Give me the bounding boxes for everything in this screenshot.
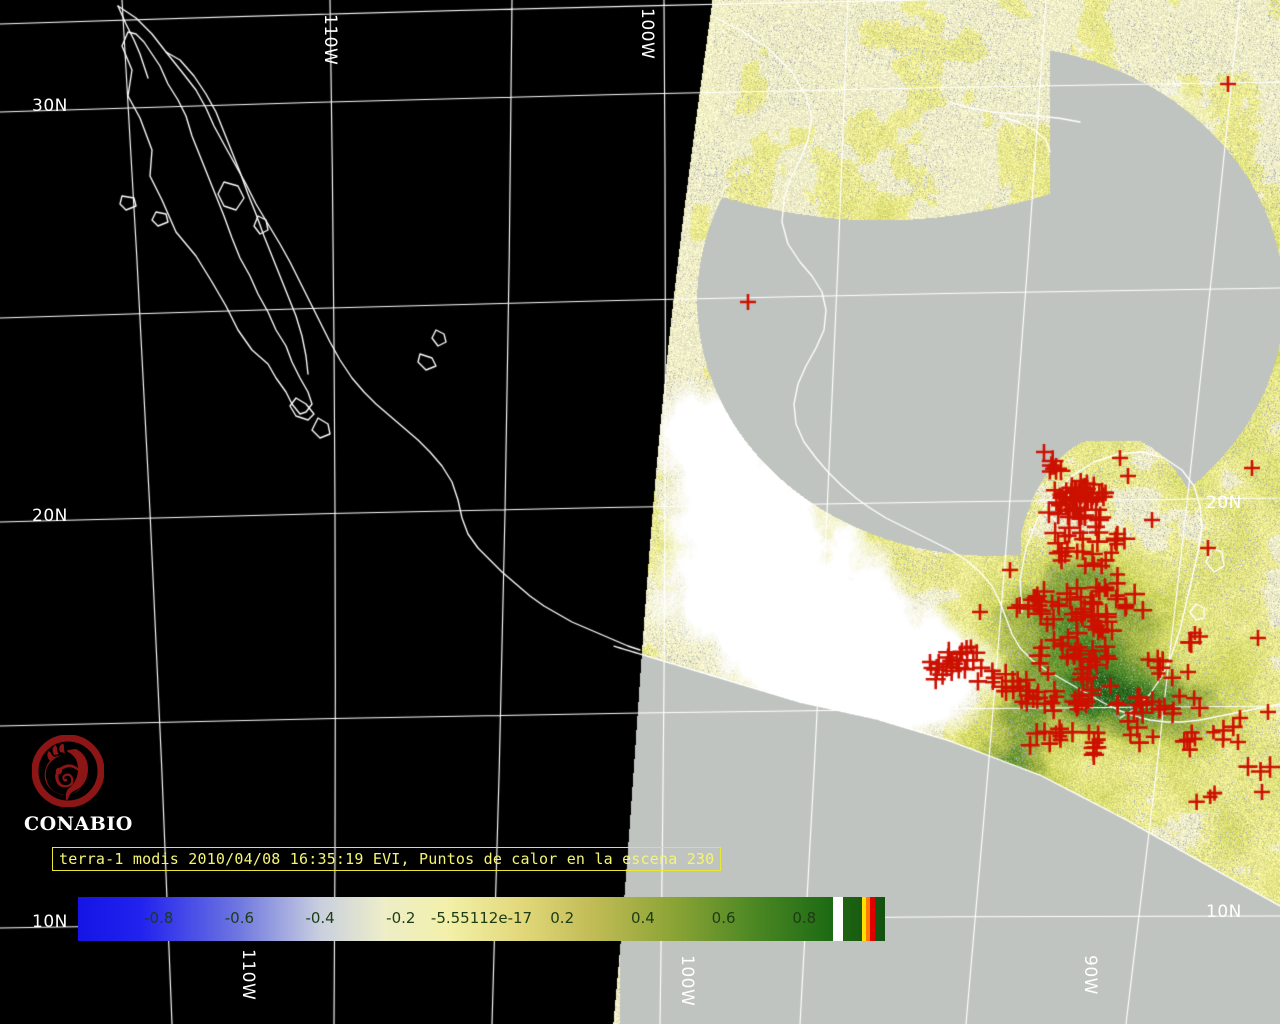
conabio-emblem-icon: [32, 735, 104, 807]
conabio-logo: CONABIO: [24, 735, 144, 845]
hotspot-yellow-stripe: [862, 897, 866, 941]
conabio-logo-label: CONABIO: [24, 813, 133, 835]
scene-caption-text: terra-1 modis 2010/04/08 16:35:19 EVI, P…: [59, 850, 715, 868]
evi-colorbar: -0.8 -0.6 -0.4 -0.2 -5.55112e-17 0.2 0.4 0.6 0.8: [78, 897, 885, 941]
colorbar-gradient: [78, 897, 885, 941]
scene-caption: terra-1 modis 2010/04/08 16:35:19 EVI, P…: [52, 847, 722, 871]
hotspot-orange-stripe: [866, 897, 870, 941]
hotspot-red-stripe: [870, 897, 875, 941]
no-data-stripe: [832, 897, 844, 941]
